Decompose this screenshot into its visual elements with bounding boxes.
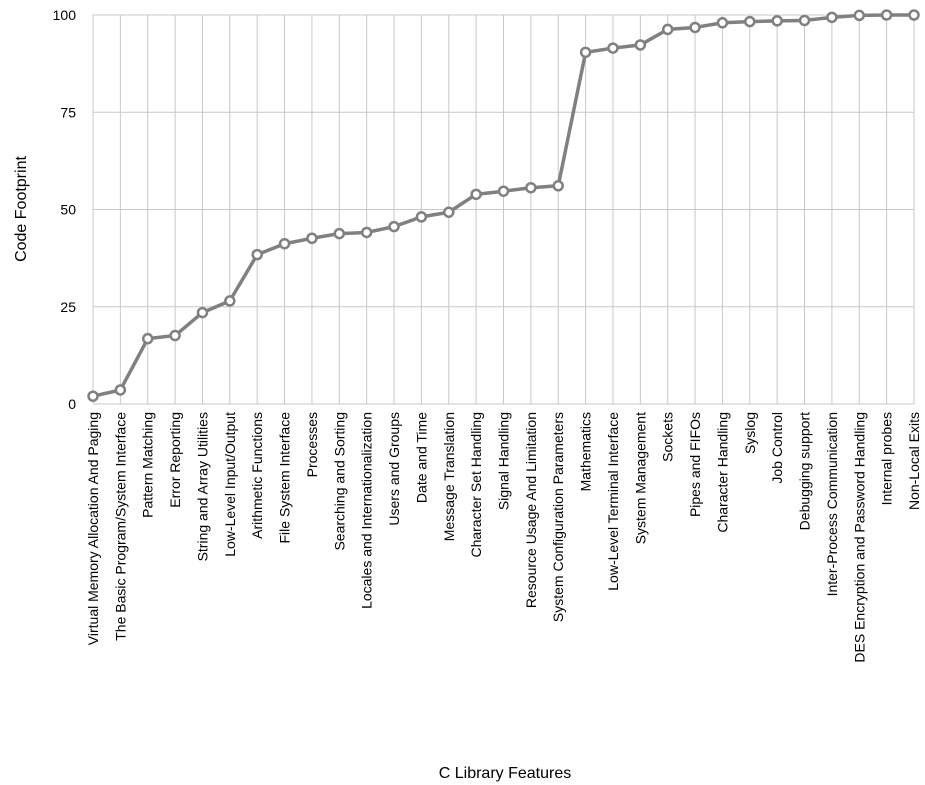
- data-point: [114, 384, 127, 396]
- y-tick-label: 25: [60, 299, 76, 315]
- data-point: [224, 295, 236, 307]
- data-point: [798, 14, 811, 27]
- x-tick-label: Users and Groups: [386, 412, 402, 526]
- x-tick-label: DES Encryption and Password Handling: [851, 412, 867, 663]
- x-tick-label: Low-Level Terminal Interface: [605, 412, 621, 591]
- x-tick-label: Arithmetic Functions: [249, 412, 265, 539]
- data-point: [196, 306, 209, 319]
- data-point: [607, 42, 619, 54]
- x-tick-label: Virtual Memory Allocation And Paging: [85, 412, 101, 645]
- x-tick-label: String and Array Utilities: [194, 412, 210, 561]
- x-tick-label: Pipes and FIFOs: [687, 412, 703, 517]
- data-point: [443, 206, 455, 218]
- x-tick-label: Character Set Handling: [468, 412, 484, 558]
- data-point: [169, 329, 181, 342]
- x-tick-label: Internal probes: [879, 412, 895, 505]
- x-tick-label: Locales and Internationalization: [359, 412, 375, 609]
- y-tick-label: 75: [60, 104, 76, 120]
- data-point: [525, 181, 537, 194]
- data-point: [278, 237, 291, 250]
- data-point: [853, 9, 866, 22]
- y-axis-title: Code Footprint: [13, 156, 30, 262]
- x-axis-category-labels: Virtual Memory Allocation And Paging The …: [85, 412, 922, 663]
- x-tick-label: Debugging support: [797, 412, 813, 530]
- x-tick-label: Searching and Sorting: [331, 412, 347, 551]
- data-point: [552, 180, 564, 192]
- data-point: [689, 21, 701, 34]
- x-tick-label: Inter-Process Communication: [824, 412, 840, 596]
- x-tick-label: Signal Handling: [496, 412, 512, 510]
- x-tick-label: Error Reporting: [167, 412, 183, 508]
- data-point: [634, 39, 647, 51]
- x-tick-label: Syslog: [742, 412, 758, 454]
- data-point: [579, 46, 592, 59]
- data-point: [826, 11, 838, 24]
- data-point: [497, 185, 510, 197]
- data-point: [470, 188, 482, 201]
- data-point: [771, 15, 783, 27]
- data-point: [141, 332, 154, 345]
- data-point: [360, 226, 373, 239]
- x-tick-label: Mathematics: [578, 412, 594, 491]
- x-tick-label: Pattern Matching: [140, 412, 156, 518]
- y-tick-label: 100: [53, 7, 77, 23]
- y-tick-label: 0: [68, 396, 76, 412]
- data-point: [908, 9, 920, 21]
- x-tick-label: Job Control: [769, 412, 785, 484]
- data-point: [661, 23, 674, 36]
- x-tick-label: Message Translation: [441, 412, 457, 541]
- data-point: [880, 9, 893, 21]
- data-point: [744, 15, 756, 28]
- data-point: [251, 248, 263, 261]
- x-tick-label: File System Interface: [277, 412, 293, 544]
- data-point: [388, 220, 400, 233]
- x-tick-label: The Basic Program/System Interface: [112, 412, 128, 641]
- series-layer: [87, 9, 920, 402]
- x-tick-label: System Configuration Parameters: [550, 412, 566, 622]
- y-tick-label: 50: [60, 202, 76, 218]
- x-axis-title: C Library Features: [439, 765, 572, 782]
- x-tick-label: Processes: [304, 412, 320, 477]
- x-tick-label: Resource Usage And Limitation: [523, 412, 539, 608]
- data-point: [415, 211, 428, 223]
- y-axis-ticks: 0 25 50 75 100: [53, 7, 77, 412]
- data-point: [306, 232, 318, 245]
- x-tick-label: Date and Time: [413, 412, 429, 503]
- x-tick-label: Character Handling: [714, 412, 730, 533]
- x-tick-label: Sockets: [660, 412, 676, 462]
- data-point: [716, 17, 729, 29]
- x-tick-label: System Management: [632, 412, 648, 544]
- data-point: [333, 227, 346, 240]
- data-point: [87, 390, 99, 402]
- x-tick-label: Low-Level Input/Output: [222, 412, 238, 557]
- x-tick-label: Non-Local Exits: [906, 412, 922, 510]
- grid-lines: [92, 14, 915, 405]
